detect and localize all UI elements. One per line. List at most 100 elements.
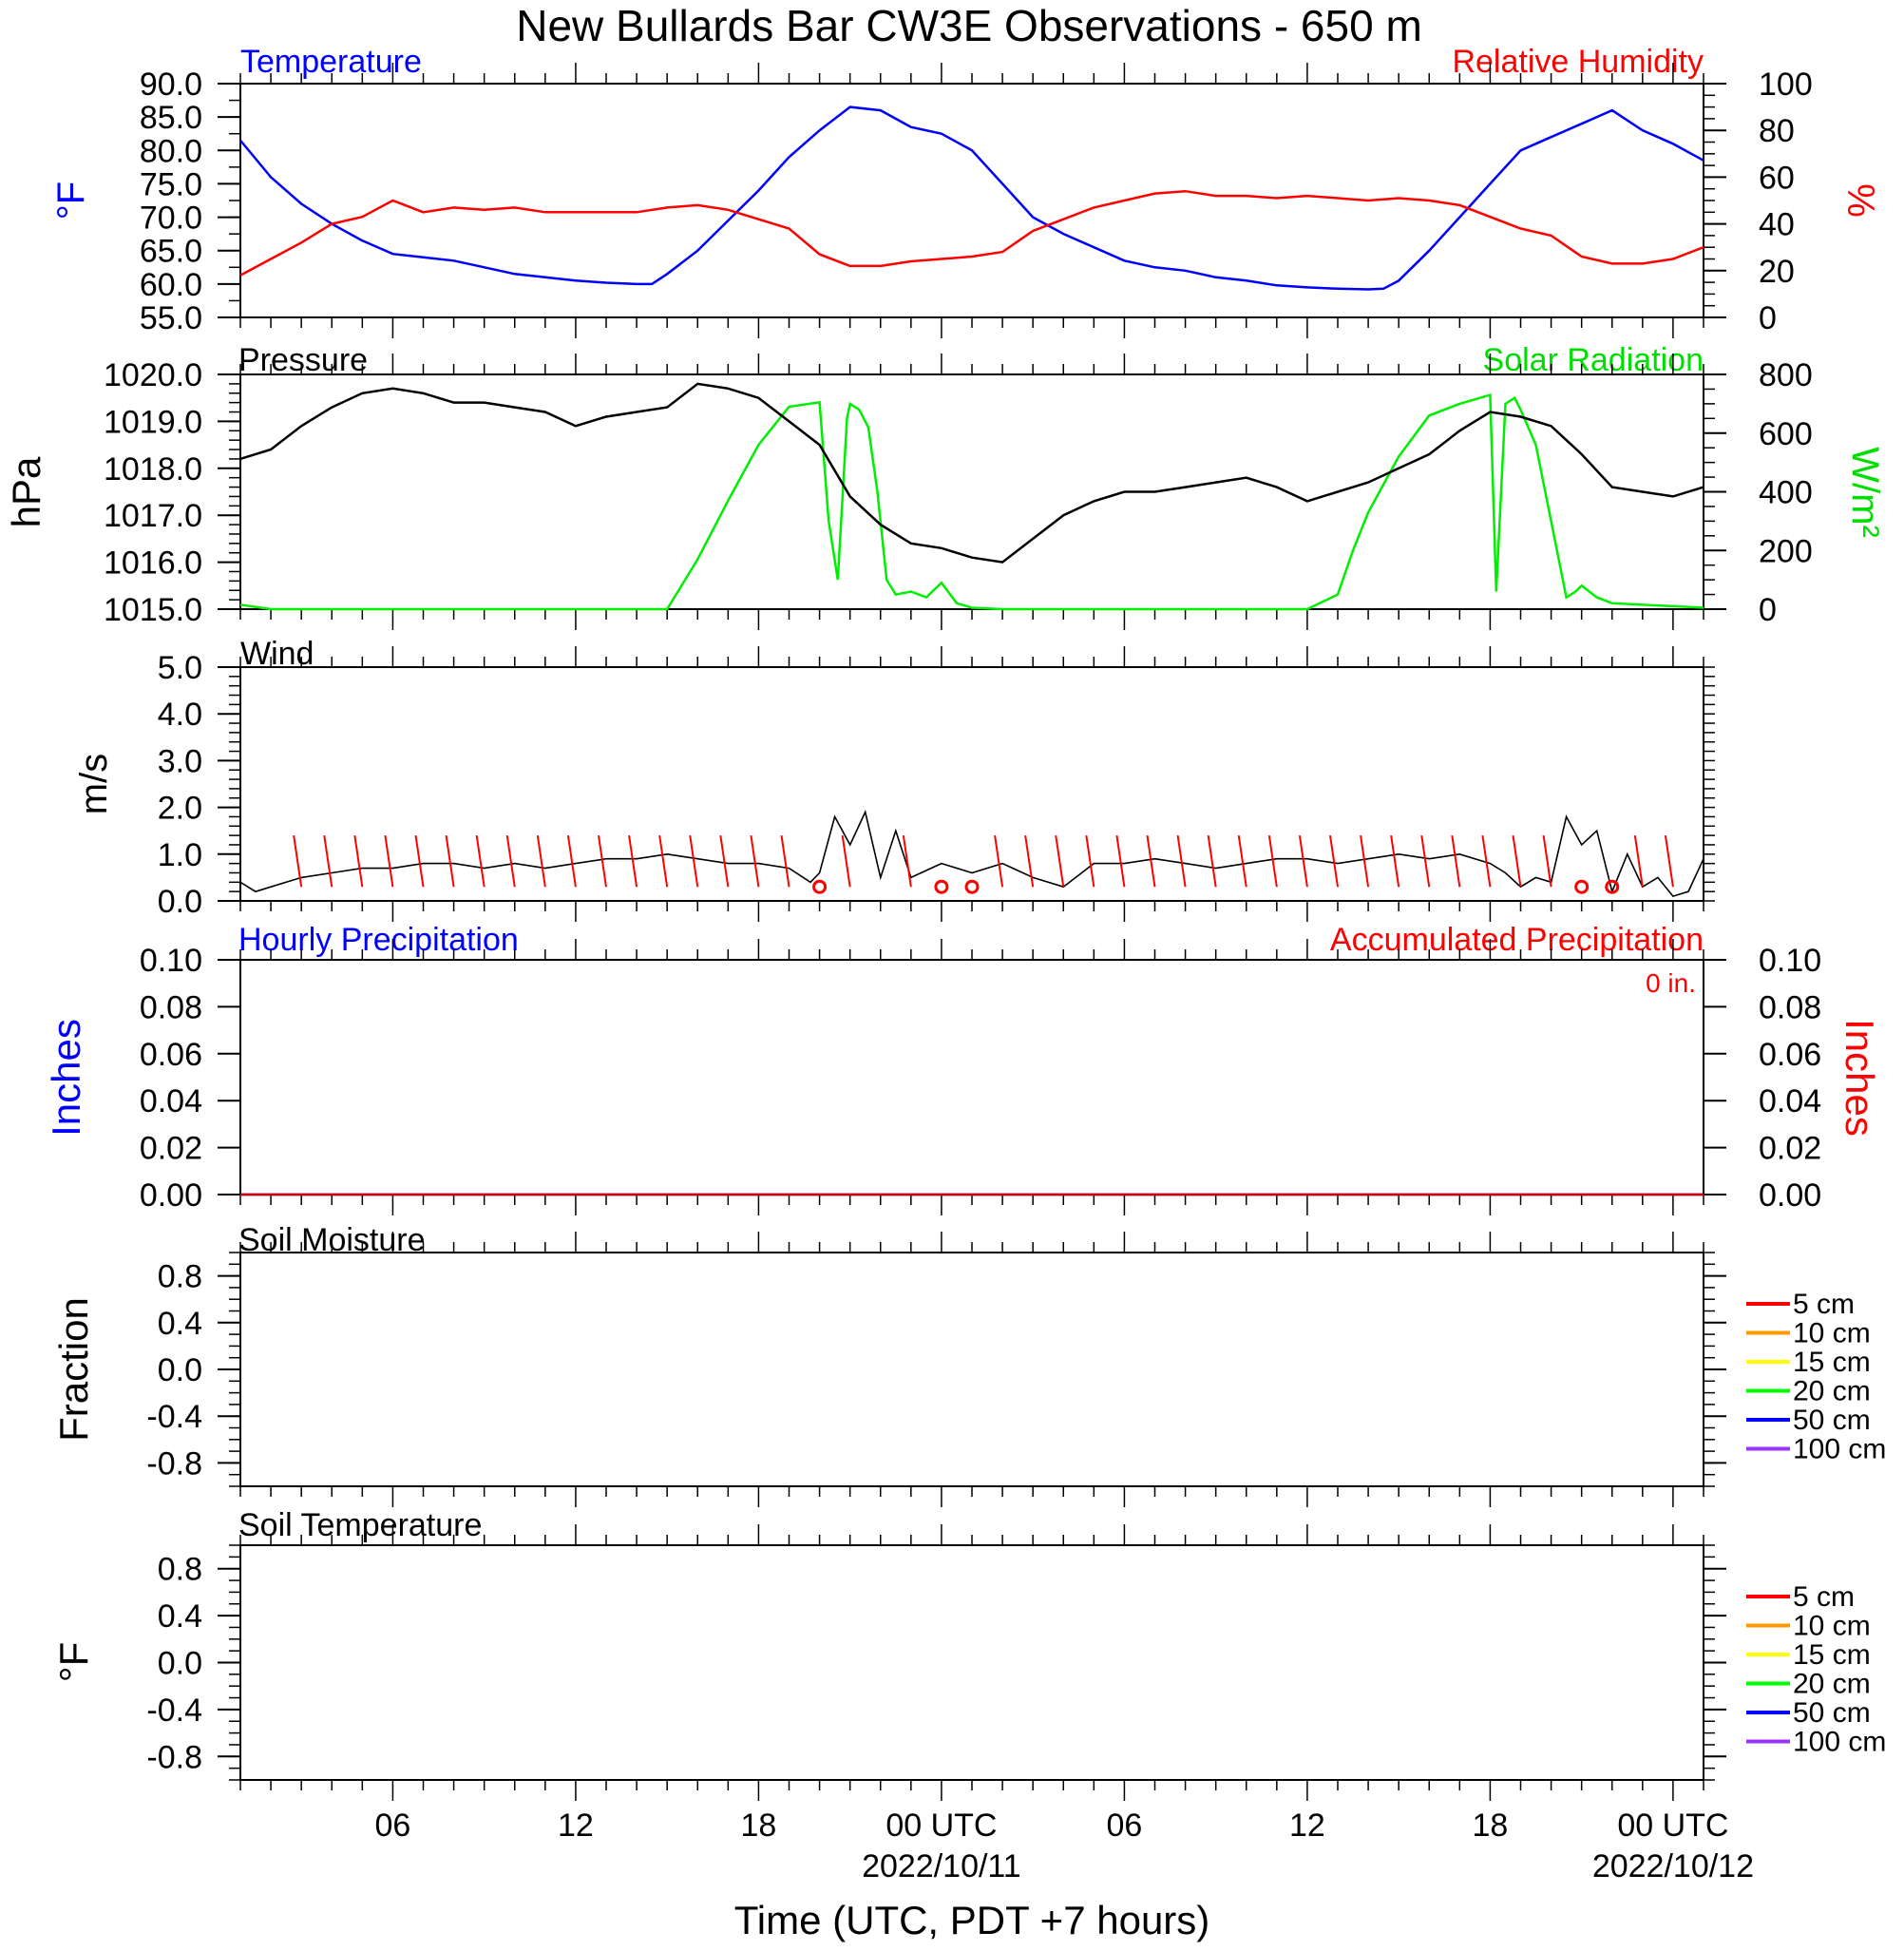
soil-temperature-axis: 0.8 0.4 0.0 -0.4 -0.8 bbox=[146, 1544, 1726, 1781]
wind-barb bbox=[1542, 834, 1552, 888]
x-ticks bbox=[239, 1232, 1704, 1507]
solar-tick-label: 600 bbox=[1759, 416, 1813, 452]
wind-barb bbox=[505, 834, 516, 888]
wind-axis: 5.0 4.0 3.0 2.0 1.0 0.0 bbox=[158, 650, 1715, 920]
humidity-tick-label: 20 bbox=[1759, 254, 1795, 290]
wind-barb bbox=[719, 834, 730, 888]
wind-barb bbox=[445, 834, 455, 888]
x-tick-label: 06 bbox=[375, 1808, 411, 1844]
temperature-tick-label: 70.0 bbox=[140, 201, 202, 237]
x-ticks bbox=[239, 646, 1704, 922]
wind-barbs bbox=[293, 834, 1674, 894]
x-tick-label: 00 UTC bbox=[885, 1808, 997, 1844]
hourly-precip-axis: 0.10 0.08 0.06 0.04 0.02 0.00 bbox=[140, 943, 240, 1214]
x-ticks bbox=[239, 63, 1704, 338]
wind-tick-label: 4.0 bbox=[158, 697, 202, 733]
wind-barb bbox=[566, 834, 577, 888]
temperature-tick-label: 60.0 bbox=[140, 267, 202, 303]
accum-precip-tick-label: 0.10 bbox=[1759, 943, 1821, 979]
soil-temperature-tick-label: -0.4 bbox=[146, 1693, 202, 1729]
humidity-tick-label: 80 bbox=[1759, 113, 1795, 149]
wind-barb bbox=[658, 834, 669, 888]
humidity-tick-label: 60 bbox=[1759, 160, 1795, 196]
wind-barb bbox=[1420, 834, 1431, 888]
wind-barb bbox=[689, 834, 699, 888]
legend-label: 5 cm bbox=[1793, 1581, 1855, 1613]
wind-barb bbox=[1329, 834, 1339, 888]
wind-barb bbox=[1207, 834, 1217, 888]
pressure-tick-label: 1017.0 bbox=[104, 498, 202, 534]
hourly-precip-tick-label: 0.10 bbox=[140, 943, 202, 979]
wind-barb bbox=[902, 834, 912, 888]
pressure-line bbox=[239, 382, 1704, 564]
x-ticks bbox=[239, 354, 1704, 630]
accum-precip-tick-label: 0.00 bbox=[1759, 1177, 1821, 1214]
wind-barb bbox=[1451, 834, 1461, 888]
x-date-label: 2022/10/12 bbox=[1592, 1848, 1754, 1884]
wind-barb bbox=[598, 834, 607, 888]
calm-wind-marker bbox=[964, 879, 980, 894]
accum-precip-tick-label: 0.02 bbox=[1759, 1131, 1821, 1167]
legend-label: 10 cm bbox=[1793, 1611, 1871, 1642]
wind-barb bbox=[1664, 834, 1674, 888]
solar-unit: W/m² bbox=[1844, 447, 1886, 538]
wind-unit: m/s bbox=[73, 754, 115, 814]
wind-barb bbox=[994, 834, 1004, 888]
humidity-tick-label: 100 bbox=[1759, 67, 1813, 103]
wind-barb bbox=[628, 834, 638, 888]
pressure-unit: hPa bbox=[4, 456, 48, 527]
wind-tick-label: 3.0 bbox=[158, 743, 202, 779]
wind-barb bbox=[1024, 834, 1035, 888]
temperature-tick-label: 55.0 bbox=[140, 300, 202, 336]
wind-tick-label: 1.0 bbox=[158, 837, 202, 873]
pressure-tick-label: 1018.0 bbox=[104, 451, 202, 488]
wind-barb bbox=[384, 834, 394, 888]
x-ticks bbox=[239, 939, 1704, 1215]
temperature-tick-label: 65.0 bbox=[140, 234, 202, 270]
accum-precip-total: 0 in. bbox=[1646, 968, 1696, 998]
x-tick-label: 12 bbox=[558, 1808, 594, 1844]
panel-pressure-solar: Pressure Solar Radiation hPa W/m² 1020.0… bbox=[4, 342, 1886, 630]
pressure-title: Pressure bbox=[238, 342, 368, 378]
wind-barb bbox=[1115, 834, 1126, 888]
accum-precip-unit: Inches bbox=[1837, 1019, 1882, 1137]
wind-barb bbox=[780, 834, 790, 888]
temperature-axis: 90.085.080.075.070.065.060.055.0 bbox=[140, 67, 240, 336]
wind-barb bbox=[414, 834, 425, 888]
legend-label: 10 cm bbox=[1793, 1318, 1871, 1349]
soil-moisture-unit: Fraction bbox=[51, 1297, 96, 1442]
temperature-tick-label: 85.0 bbox=[140, 100, 202, 136]
wind-barb bbox=[1360, 834, 1370, 888]
pressure-tick-label: 1019.0 bbox=[104, 404, 202, 440]
wind-title: Wind bbox=[240, 636, 314, 672]
pressure-tick-label: 1015.0 bbox=[104, 592, 202, 628]
x-tick-label: 18 bbox=[1473, 1808, 1509, 1844]
humidity-unit: % bbox=[1839, 183, 1881, 218]
wind-barb bbox=[536, 834, 546, 888]
soil-moisture-tick-label: -0.8 bbox=[146, 1445, 202, 1482]
soil-temperature-title: Soil Temperature bbox=[238, 1507, 482, 1543]
hourly-precip-title: Hourly Precipitation bbox=[238, 922, 519, 958]
wind-barb bbox=[1085, 834, 1095, 888]
humidity-axis: 100 80 60 40 20 0 bbox=[1704, 67, 1813, 336]
wind-barb bbox=[1146, 834, 1156, 888]
pressure-tick-label: 1020.0 bbox=[104, 357, 202, 393]
soil-temperature-tick-label: -0.8 bbox=[146, 1739, 202, 1775]
panel-soil-moisture: Soil Moisture Fraction 0.8 0.4 0.0 -0.4 -0.8… bbox=[51, 1222, 1886, 1507]
soil-moisture-tick-label: 0.4 bbox=[158, 1306, 202, 1342]
temperature-line bbox=[239, 105, 1704, 291]
wind-barb bbox=[1390, 834, 1400, 888]
x-tick-labels: 06 12 18 00 UTC 06 12 18 00 UTC 2022/10/11 2022/1… bbox=[375, 1808, 1754, 1884]
legend-label: 100 cm bbox=[1793, 1434, 1886, 1465]
legend-label: 20 cm bbox=[1793, 1669, 1871, 1700]
wind-barb bbox=[750, 834, 760, 888]
accum-precip-tick-label: 0.06 bbox=[1759, 1037, 1821, 1073]
wind-barb bbox=[1481, 834, 1492, 888]
wind-barb bbox=[841, 834, 851, 888]
legend-label: 5 cm bbox=[1793, 1289, 1855, 1320]
x-tick-label: 06 bbox=[1107, 1808, 1143, 1844]
temperature-tick-label: 80.0 bbox=[140, 133, 202, 169]
hourly-precip-unit: Inches bbox=[44, 1019, 88, 1137]
wind-barb bbox=[1267, 834, 1278, 888]
soil-moisture-tick-label: -0.4 bbox=[146, 1399, 202, 1435]
